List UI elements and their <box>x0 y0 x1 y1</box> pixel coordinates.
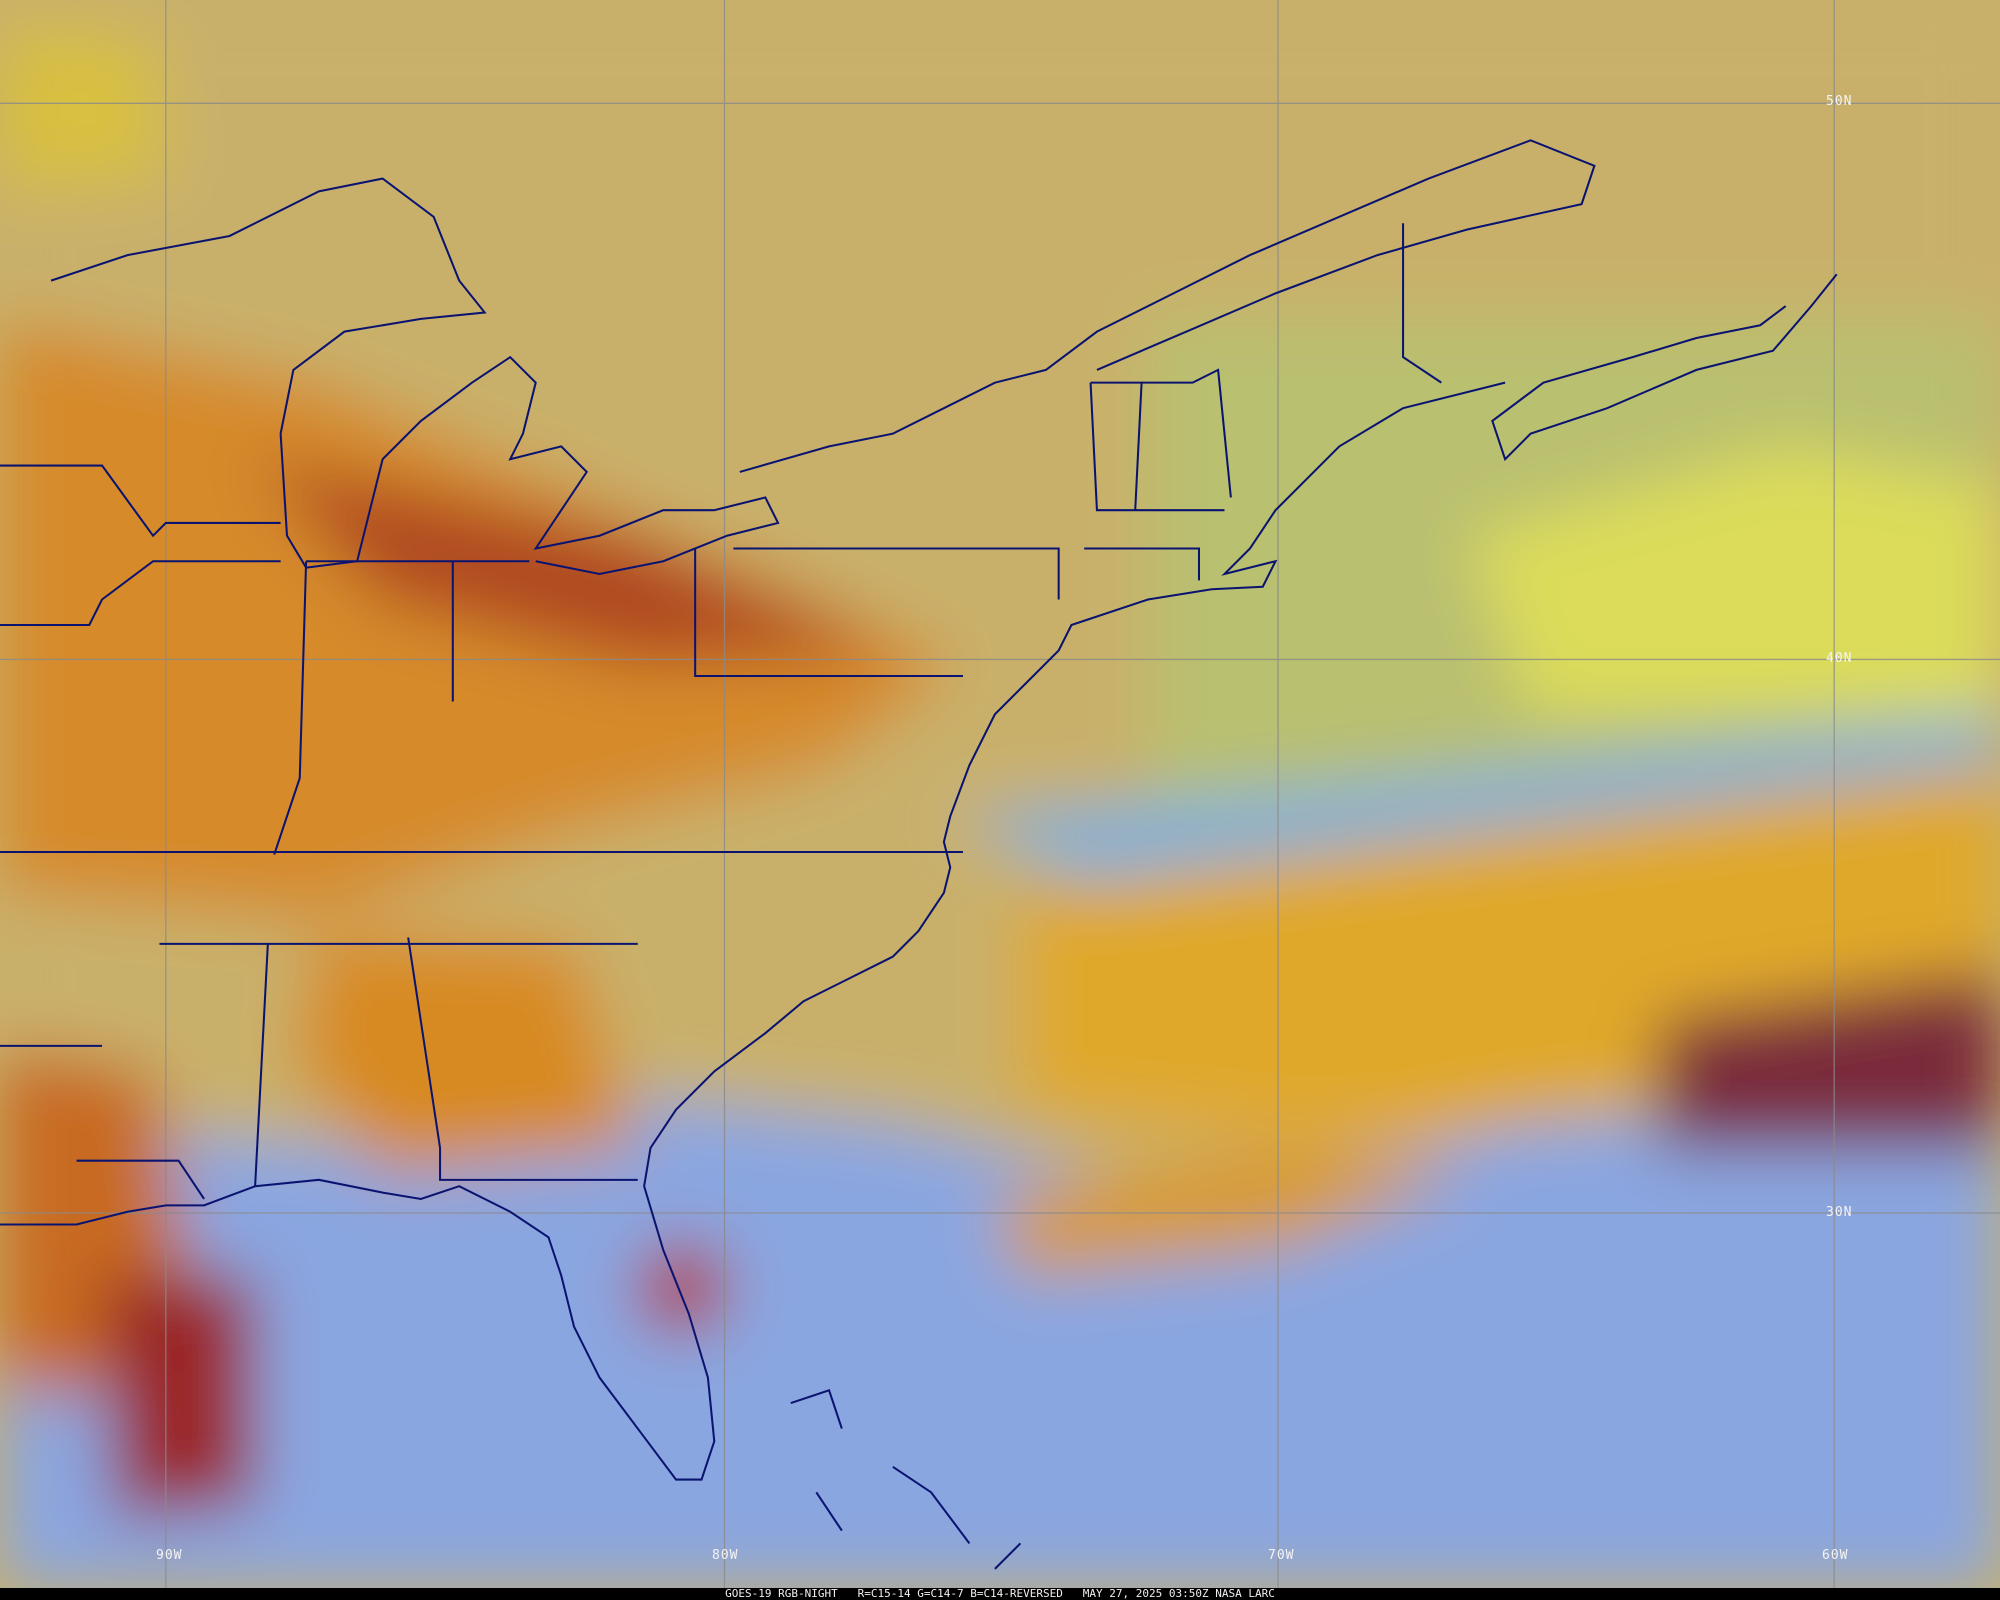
longitude-label-60w: 60W <box>1822 1548 1849 1563</box>
caribbean-islands <box>790 1389 1022 1570</box>
satellite-product: GOES-19 RGB-NIGHT <box>725 1587 838 1600</box>
coastlines-and-borders <box>0 139 1838 1570</box>
caption-bar: GOES-19 RGB-NIGHT R=C15-14 G=C14-7 B=C14… <box>0 1588 2000 1600</box>
latitude-label-40n: 40N <box>1826 651 1853 666</box>
latitude-label-50n: 50N <box>1826 94 1853 109</box>
latitude-label-30n: 30N <box>1826 1205 1853 1220</box>
longitude-label-90w: 90W <box>156 1548 183 1563</box>
channel-recipe: R=C15-14 G=C14-7 B=C14-REVERSED <box>857 1587 1063 1600</box>
great-lakes <box>50 139 1596 576</box>
state-borders <box>0 223 1442 1200</box>
image-timestamp: MAY 27, 2025 03:50Z NASA LARC <box>1082 1587 1275 1600</box>
longitude-label-80w: 80W <box>712 1548 739 1563</box>
longitude-label-70w: 70W <box>1268 1548 1295 1563</box>
atlantic-coastline <box>0 273 1838 1481</box>
